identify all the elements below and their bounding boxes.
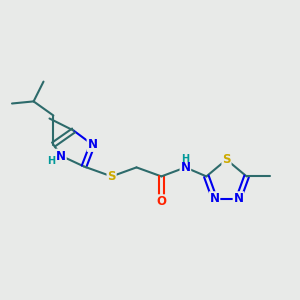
Text: H: H [181, 154, 190, 164]
Text: N: N [209, 192, 220, 205]
Text: N: N [233, 192, 244, 205]
Text: O: O [156, 195, 167, 208]
Text: S: S [222, 153, 231, 166]
Text: H: H [47, 156, 55, 167]
Text: N: N [180, 161, 190, 174]
Text: S: S [107, 170, 116, 183]
Text: N: N [87, 138, 98, 151]
Text: N: N [56, 149, 66, 163]
